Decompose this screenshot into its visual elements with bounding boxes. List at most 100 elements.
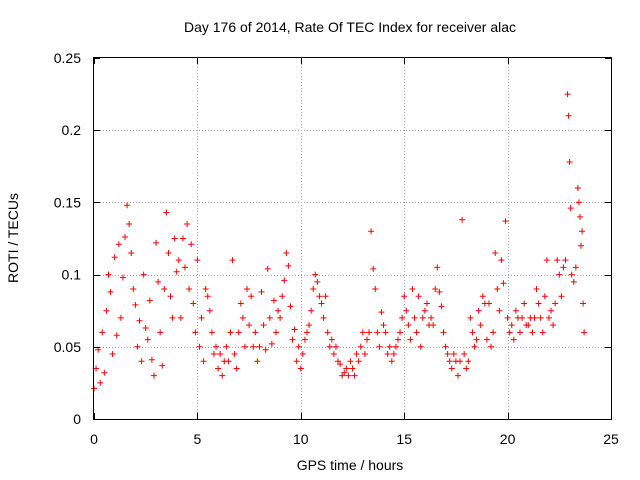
data-point [450,351,457,358]
data-point [111,254,118,261]
data-point [370,265,377,272]
data-point [173,268,180,275]
data-point [144,336,151,343]
data-point [277,314,284,321]
data-point [421,307,428,314]
data-point [287,303,294,310]
x-tick-label: 0 [90,431,98,447]
plot-frame [93,57,612,420]
data-point [219,372,226,379]
data-point [322,293,329,300]
data-point [190,300,197,307]
data-point [310,286,317,293]
data-point [488,343,495,350]
data-point [494,286,501,293]
data-point [403,307,410,314]
data-point [442,343,449,350]
data-point [578,242,585,249]
data-point [564,91,571,98]
data-point [254,358,261,365]
data-point [119,274,126,281]
data-point [130,286,137,293]
data-point [392,343,399,350]
data-point [146,297,153,304]
x-tick-label: 25 [603,431,619,447]
data-point [213,343,220,350]
data-point [248,293,255,300]
x-tick-label: 5 [194,431,202,447]
data-point [485,300,492,307]
data-point [301,336,308,343]
data-point [308,307,315,314]
data-point [337,361,344,368]
data-point [372,286,379,293]
data-point [161,286,168,293]
data-point [473,336,480,343]
data-point [521,300,528,307]
data-point [186,286,193,293]
data-point [196,343,203,350]
data-point [517,329,524,336]
data-point [550,322,557,329]
data-point [140,271,147,278]
data-point [165,249,172,256]
data-point [347,358,354,365]
data-point [579,228,586,235]
y-tick-label: 0.15 [54,194,81,210]
data-point [117,314,124,321]
data-point [556,271,563,278]
data-point [250,343,257,350]
data-point [256,343,263,350]
data-point [467,314,474,321]
data-point [204,293,211,300]
data-point [188,241,195,248]
data-point [229,257,236,264]
data-point [208,329,215,336]
data-point [446,358,453,365]
data-point [159,362,166,369]
data-point [580,300,587,307]
y-axis-label: ROTI / TECUs [5,193,21,283]
data-point [399,314,406,321]
data-point [320,314,327,321]
data-point [142,325,149,332]
data-point [380,322,387,329]
data-point [492,249,499,256]
data-point [459,216,466,223]
data-point [479,293,486,300]
data-point [330,351,337,358]
data-point [533,286,540,293]
data-point [115,241,122,248]
data-point [126,221,133,228]
data-point [502,218,509,225]
data-point [103,307,110,314]
data-point [457,358,464,365]
data-point [500,280,507,287]
data-point [246,322,253,329]
data-point [405,322,412,329]
data-point [270,297,277,304]
data-point [101,369,108,376]
data-point [548,307,555,314]
data-point [366,329,373,336]
data-point [382,329,389,336]
data-point [535,300,542,307]
data-point [378,309,385,316]
data-point [529,329,536,336]
data-point [233,365,240,372]
data-point [153,239,160,246]
data-point [363,336,370,343]
data-point [368,228,375,235]
data-point [304,329,311,336]
y-tick-label: 0.25 [54,50,81,66]
data-point [562,257,569,264]
data-point [448,365,455,372]
data-point [237,300,244,307]
y-tick-label: 0 [73,411,81,427]
data-point [163,209,170,216]
data-point [252,329,259,336]
data-point [134,343,141,350]
data-point [316,293,323,300]
data-point [465,358,472,365]
data-point [299,351,306,358]
